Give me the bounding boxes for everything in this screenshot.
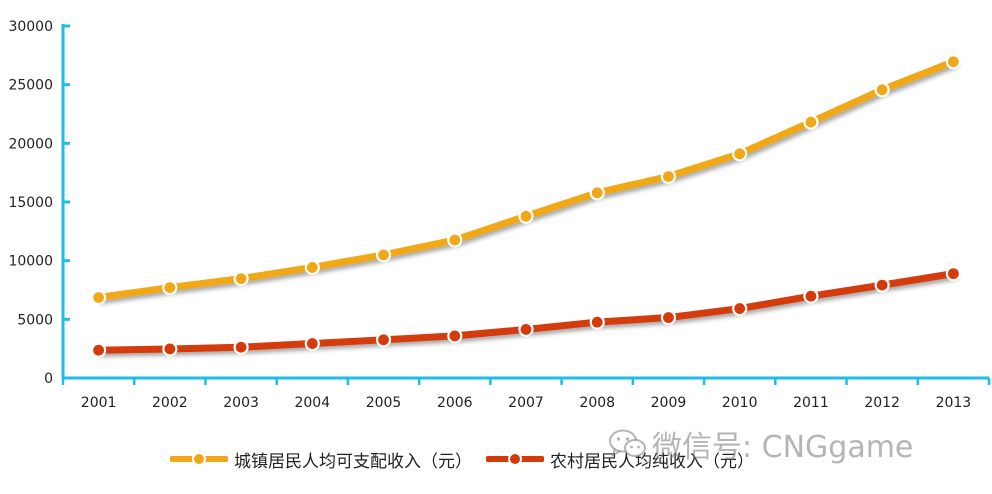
x-tick-label: 2001 xyxy=(81,395,117,411)
watermark: 微信号: CNGgame xyxy=(608,422,913,466)
x-tick-label: 2010 xyxy=(722,395,758,411)
data-point xyxy=(945,266,961,282)
data-point xyxy=(447,232,463,248)
data-point xyxy=(518,321,534,338)
x-tick-label: 2007 xyxy=(508,395,544,411)
x-tick-label: 2004 xyxy=(294,395,330,411)
x-tick-label: 2011 xyxy=(793,395,829,411)
data-point xyxy=(162,280,178,296)
legend-label-urban: 城镇居民人均可支配收入（元） xyxy=(234,451,472,472)
legend-swatch-urban xyxy=(170,452,228,466)
series-layer xyxy=(91,54,961,358)
watermark-text: 微信号: CNGgame xyxy=(652,430,914,465)
y-tick-label: 5000 xyxy=(17,312,53,328)
data-point xyxy=(732,300,748,317)
x-tick-label: 2005 xyxy=(366,395,402,411)
x-tick-label: 2009 xyxy=(651,395,687,411)
legend: 城镇居民人均可支配收入（元） 农村居民人均纯收入（元） xyxy=(170,446,754,472)
legend-marker-rural xyxy=(508,452,522,466)
data-point xyxy=(732,146,748,162)
data-point xyxy=(589,314,605,330)
y-tick-label: 15000 xyxy=(8,195,53,211)
x-tick-label: 2006 xyxy=(437,395,473,411)
legend-label-rural: 农村居民人均纯收入（元） xyxy=(550,451,754,472)
y-tick-label: 0 xyxy=(44,371,53,387)
x-axis: 2001 2002 2003 2004 2005 2006 2007 2008 2009 2010… xyxy=(61,376,991,411)
data-point xyxy=(874,82,890,98)
y-tick-label: 25000 xyxy=(8,78,53,94)
y-tick-label: 10000 xyxy=(8,254,53,270)
data-point xyxy=(803,114,819,130)
legend-marker-urban xyxy=(192,452,206,466)
legend-item-rural: 农村居民人均纯收入（元） xyxy=(486,447,754,472)
data-point xyxy=(375,332,392,348)
data-point xyxy=(91,342,107,358)
data-point xyxy=(233,339,249,355)
wechat-icon xyxy=(609,429,646,458)
data-point xyxy=(660,168,677,185)
series-line-0 xyxy=(95,58,957,302)
data-point xyxy=(91,289,107,306)
data-point xyxy=(945,54,961,70)
data-point xyxy=(375,247,392,263)
x-tick-label: 2003 xyxy=(223,395,259,411)
data-point xyxy=(874,277,890,293)
y-tick-label: 30000 xyxy=(8,19,53,35)
data-point xyxy=(803,288,819,304)
x-tick-label: 2002 xyxy=(152,395,188,411)
data-point xyxy=(660,309,677,326)
x-tick-label: 2008 xyxy=(579,395,615,411)
data-point xyxy=(233,270,249,287)
data-point xyxy=(447,328,463,344)
y-axis: 0 5000 10000 15000 20000 25000 30000 xyxy=(8,19,70,387)
x-tick-label: 2013 xyxy=(936,395,972,411)
data-point xyxy=(304,259,320,276)
data-point xyxy=(518,208,534,224)
data-point xyxy=(162,341,178,357)
y-tick-label: 20000 xyxy=(8,136,53,152)
legend-swatch-rural xyxy=(486,452,544,466)
legend-item-urban: 城镇居民人均可支配收入（元） xyxy=(170,447,472,472)
data-point xyxy=(304,335,320,352)
data-point xyxy=(589,185,605,201)
series-line-1 xyxy=(95,270,957,354)
x-tick-label: 2012 xyxy=(864,395,900,411)
